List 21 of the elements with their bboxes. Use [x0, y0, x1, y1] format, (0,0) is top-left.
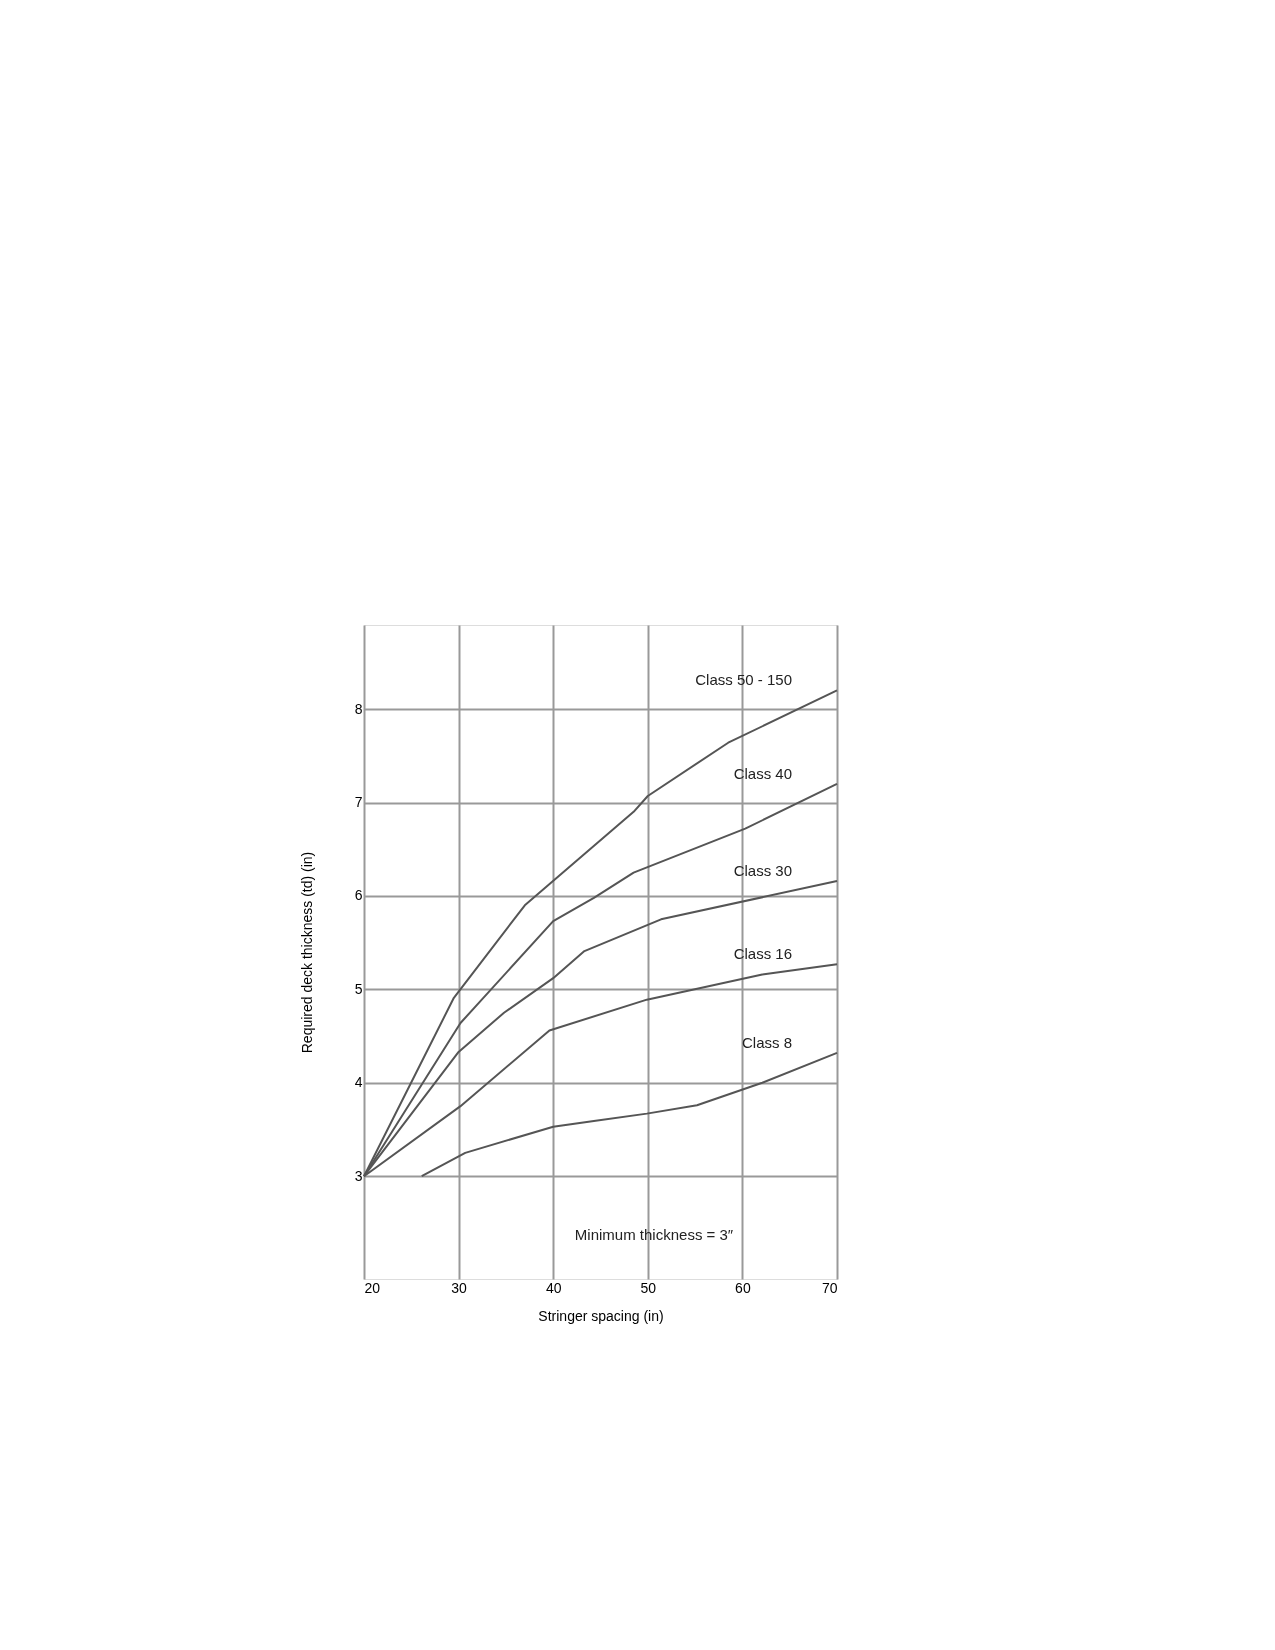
y-tick-label: 7 — [354, 794, 363, 811]
y-axis-title: Required deck thickness (td) (in) — [298, 851, 315, 1054]
y-tick-label: 8 — [354, 700, 363, 717]
annotation: Minimum thickness = 3″ — [574, 1226, 734, 1243]
y-tick-label: 4 — [354, 1074, 363, 1091]
x-tick-label: 30 — [451, 1279, 468, 1296]
x-tick-label: 50 — [640, 1279, 657, 1296]
y-tick-label: 6 — [354, 887, 363, 904]
series-label: Class 50 - 150 — [695, 671, 792, 689]
x-tick-label: 20 — [364, 1279, 381, 1296]
line-series — [420, 1051, 838, 1178]
x-tick-label: 60 — [735, 1279, 751, 1296]
series-label: Class 40 — [733, 764, 792, 782]
y-tick-label: 5 — [354, 980, 363, 997]
series-label: Class 16 — [733, 945, 792, 963]
series-label: Class 30 — [733, 861, 792, 879]
x-tick-label: 70 — [821, 1279, 838, 1296]
x-axis-title: Stringer spacing (in) — [538, 1307, 664, 1324]
x-tick-label: 40 — [545, 1279, 562, 1296]
series-label: Class 8 — [741, 1033, 792, 1051]
y-tick-label: 3 — [354, 1167, 363, 1184]
